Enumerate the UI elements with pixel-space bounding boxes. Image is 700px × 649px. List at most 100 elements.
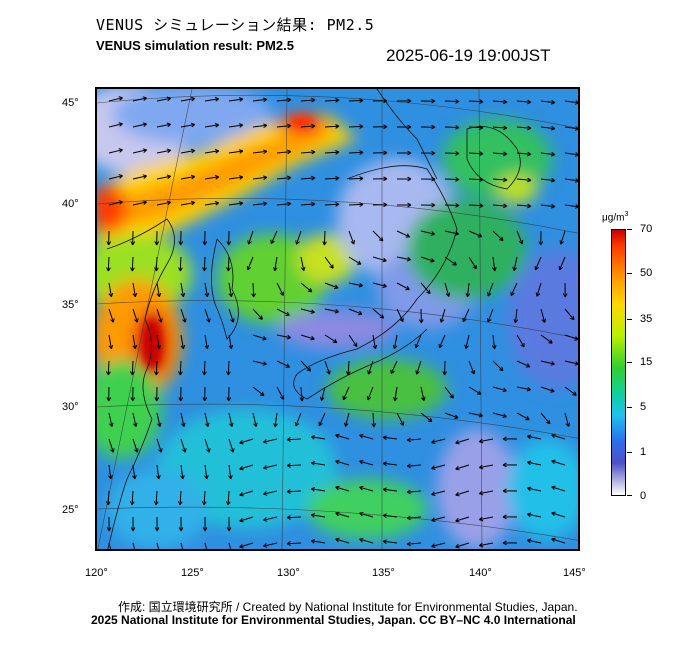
wind-arrow (105, 490, 111, 506)
wind-arrow (286, 463, 302, 468)
wind-arrow (300, 201, 316, 207)
wind-arrow (418, 308, 424, 324)
wind-arrow (468, 256, 477, 270)
wind-arrow (516, 203, 532, 209)
coastlines (106, 89, 521, 549)
wind-arrow (540, 99, 556, 105)
timestamp: 2025-06-19 19:00JST (386, 46, 551, 65)
colorbar-tick-mark (627, 229, 632, 230)
wind-arrow (367, 360, 374, 375)
wind-arrow (444, 151, 460, 156)
wind-arrow (551, 485, 566, 492)
wind-arrow (455, 516, 470, 523)
wind-arrow (396, 412, 405, 426)
wind-arrow (464, 334, 470, 349)
wind-arrow (300, 175, 316, 181)
wind-arrow (130, 386, 136, 402)
wind-arrow (180, 122, 196, 128)
wind-arrow (516, 177, 532, 183)
wind-arrow (276, 360, 291, 368)
wind-arrow (228, 149, 244, 154)
lat-label-35: 35° (62, 299, 79, 311)
wind-arrow (201, 490, 207, 506)
wind-arrow (491, 334, 497, 350)
wind-arrow (228, 412, 234, 428)
wind-arrow (153, 490, 159, 506)
wind-arrow (439, 308, 446, 323)
wind-arrow (180, 464, 185, 480)
colorbar-tick-mark (627, 362, 632, 363)
wind-arrow (132, 464, 137, 480)
wind-arrow (502, 462, 518, 468)
wind-arrow (130, 360, 135, 376)
wind-arrow (348, 282, 364, 288)
wind-arrow (335, 433, 350, 440)
wind-arrow (492, 412, 507, 418)
wind-arrow (468, 125, 484, 130)
wind-arrow (178, 516, 184, 532)
wind-arrow (359, 485, 374, 492)
wind-arrow (270, 230, 278, 245)
wind-arrow (132, 412, 138, 428)
wind-arrow (397, 150, 412, 156)
wind-arrow (478, 542, 494, 548)
wind-arrow (108, 96, 123, 102)
wind-arrow (516, 334, 525, 348)
credit-en: 2025 National Institute for Environmenta… (91, 613, 576, 627)
wind-arrow (492, 386, 507, 393)
wind-arrow (276, 386, 285, 400)
wind-arrow (396, 256, 412, 262)
wind-arrow (108, 464, 113, 480)
wind-arrow (324, 201, 340, 207)
wind-arrow (228, 334, 234, 350)
wind-arrow (106, 360, 111, 376)
wind-arrow (372, 98, 388, 104)
wind-arrow (228, 438, 235, 453)
wind-arrow (516, 360, 531, 368)
wind-arrow (540, 203, 556, 209)
wind-arrow (516, 230, 524, 245)
wind-arrow (252, 149, 268, 155)
pm25-concentration-field (97, 89, 578, 549)
wind-arrow (540, 151, 556, 157)
wind-arrow (204, 122, 220, 128)
wind-arrow (324, 334, 338, 344)
wind-arrow (239, 490, 254, 497)
wind-arrow (156, 334, 162, 350)
wind-arrow (324, 149, 340, 155)
wind-arrow (276, 97, 292, 103)
wind-arrow (300, 149, 316, 155)
wind-arrow (431, 438, 446, 444)
wind-arrow (251, 282, 256, 298)
wind-arrow (540, 125, 556, 131)
wind-arrow (431, 464, 446, 470)
wind-arrow (132, 122, 148, 128)
wind-arrow (324, 282, 339, 289)
wind-arrow (180, 200, 196, 206)
wind-arrow (444, 412, 459, 419)
wind-arrow (156, 412, 162, 428)
wind-arrow (154, 386, 160, 402)
wind-arrow (468, 230, 483, 238)
wind-arrow (348, 202, 364, 207)
wind-arrow (156, 542, 160, 549)
wind-arrow (320, 386, 326, 401)
wind-arrow (300, 308, 315, 314)
wind-arrow (415, 360, 422, 375)
wind-arrow (108, 438, 115, 453)
wind-arrow (444, 386, 454, 399)
wind-arrow (300, 123, 316, 129)
wind-arrow (372, 334, 378, 350)
wind-arrow (348, 98, 364, 103)
wind-arrow (420, 386, 426, 402)
wind-arrow (300, 282, 313, 293)
wind-arrow (396, 308, 404, 323)
wind-arrow (204, 464, 209, 480)
wind-arrow (390, 360, 398, 375)
wind-arrow (156, 96, 172, 102)
colorbar-tick-mark (627, 407, 632, 408)
wind-arrow (526, 486, 542, 492)
wind-arrow (132, 308, 139, 323)
colorbar-tick-mark (627, 452, 632, 453)
wind-arrow (397, 124, 412, 130)
